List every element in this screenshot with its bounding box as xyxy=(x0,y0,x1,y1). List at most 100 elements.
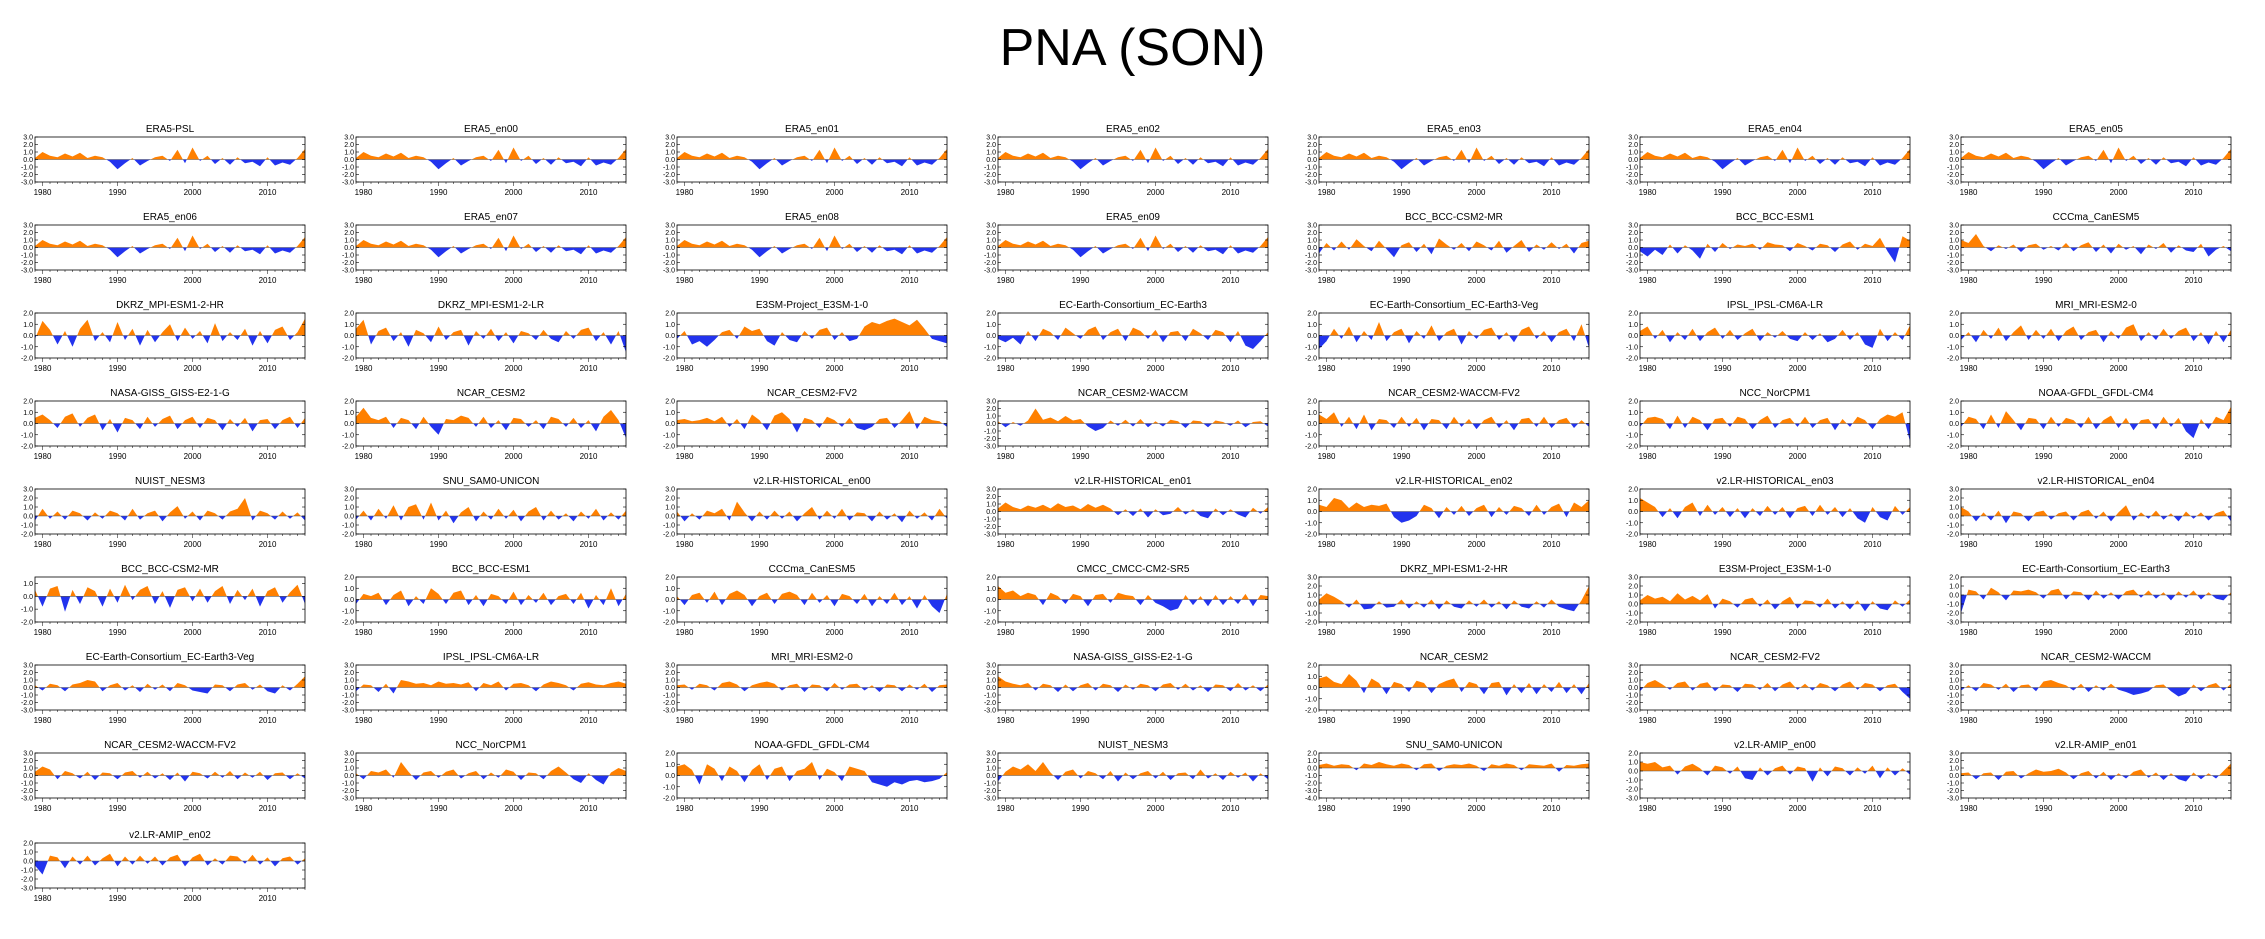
anomaly-area xyxy=(539,329,544,336)
anomaly-area xyxy=(619,423,626,439)
anomaly-area xyxy=(828,235,835,248)
anomaly-area xyxy=(224,247,230,253)
anomaly-area xyxy=(1991,335,1994,339)
panel-title: DKRZ_MPI-ESM1-2-LR xyxy=(438,300,544,311)
panel-title: DKRZ_MPI-ESM1-2-HR xyxy=(116,300,224,311)
anomaly-area xyxy=(2078,335,2081,340)
anomaly-area xyxy=(65,241,73,248)
anomaly-area xyxy=(521,159,524,161)
anomaly-area xyxy=(1125,155,1131,160)
anomaly-area xyxy=(1193,247,1199,253)
anomaly-area xyxy=(852,247,857,252)
y-tick-label: 0.0 xyxy=(1628,245,1638,252)
anomaly-area xyxy=(1519,157,1522,160)
anomaly-area xyxy=(1457,335,1462,345)
anomaly-area xyxy=(2138,335,2141,342)
anomaly-area xyxy=(1414,158,1417,160)
y-tick-label: -2.0 xyxy=(663,172,675,179)
anomaly-area xyxy=(1245,159,1253,165)
anomaly-area xyxy=(91,512,95,516)
anomaly-area xyxy=(1028,241,1036,248)
anomaly-area xyxy=(1341,335,1344,339)
anomaly-area xyxy=(1149,147,1156,160)
anomaly-area xyxy=(545,247,551,253)
anomaly-area xyxy=(102,423,107,431)
anomaly-area xyxy=(428,423,431,427)
anomaly-area xyxy=(1088,247,1094,252)
anomaly-area xyxy=(2148,332,2152,336)
anomaly-area xyxy=(1150,329,1156,336)
anomaly-area xyxy=(939,421,943,424)
anomaly-area xyxy=(408,243,416,248)
anomaly-area xyxy=(1319,152,1327,160)
anomaly-area xyxy=(2111,247,2116,254)
anomaly-area xyxy=(813,149,820,160)
anomaly-area xyxy=(927,516,932,521)
anomaly-area xyxy=(1155,329,1159,336)
anomaly-area xyxy=(2174,331,2179,336)
anomaly-area xyxy=(1902,335,1905,340)
anomaly-area xyxy=(453,158,455,160)
anomaly-area xyxy=(1767,332,1772,336)
x-tick-label: 1980 xyxy=(1960,188,1978,197)
anomaly-area xyxy=(1208,335,1212,340)
anomaly-area xyxy=(1521,240,1527,248)
y-tick-label: -3.0 xyxy=(342,268,354,275)
anomaly-area xyxy=(877,157,880,160)
anomaly-area xyxy=(1827,335,1835,343)
y-tick-label: 2.0 xyxy=(986,142,996,149)
anomaly-area xyxy=(1058,243,1066,248)
anomaly-area xyxy=(618,331,621,336)
anomaly-area xyxy=(2216,331,2219,336)
anomaly-area xyxy=(483,511,488,516)
y-tick-label: 2.0 xyxy=(23,142,33,149)
anomaly-area xyxy=(866,247,872,253)
anomaly-area xyxy=(1499,240,1504,248)
anomaly-area xyxy=(1073,159,1081,170)
anomaly-area xyxy=(1208,247,1216,252)
anomaly-area xyxy=(1155,235,1163,248)
anomaly-area xyxy=(2000,411,2006,424)
anomaly-area xyxy=(699,153,707,160)
anomaly-area xyxy=(882,247,887,252)
anomaly-area xyxy=(2153,247,2156,249)
anomaly-area xyxy=(822,510,827,516)
anomaly-area xyxy=(1503,420,1507,424)
anomaly-area xyxy=(2118,335,2121,339)
anomaly-area xyxy=(877,245,880,248)
anomaly-area xyxy=(812,507,818,516)
anomaly-area xyxy=(879,320,887,336)
anomaly-area xyxy=(1700,420,1703,424)
panel-title: BCC_BCC-ESM1 xyxy=(1736,212,1815,223)
anomaly-area xyxy=(1880,159,1888,166)
anomaly-area xyxy=(864,513,867,516)
anomaly-area xyxy=(1797,243,1805,248)
anomaly-area xyxy=(207,510,215,516)
anomaly-area xyxy=(1872,335,1878,348)
anomaly-area xyxy=(1389,423,1394,428)
anomaly-area xyxy=(2066,417,2074,424)
anomaly-area xyxy=(592,335,596,342)
y-tick-label: -1.0 xyxy=(1626,344,1638,351)
x-tick-label: 1980 xyxy=(676,452,694,461)
anomaly-area xyxy=(1772,423,1775,428)
anomaly-area xyxy=(2112,147,2119,160)
anomaly-area xyxy=(252,247,260,255)
anomaly-area xyxy=(1080,247,1088,258)
figure-title: PNA (SON) xyxy=(999,19,1266,77)
anomaly-area xyxy=(134,247,140,254)
anomaly-area xyxy=(1208,159,1216,164)
anomaly-area xyxy=(603,247,611,253)
anomaly-area xyxy=(752,516,757,522)
anomaly-area xyxy=(1757,247,1760,250)
anomaly-area xyxy=(2058,423,2062,427)
y-tick-label: -3.0 xyxy=(984,180,996,187)
anomaly-area xyxy=(551,247,557,253)
anomaly-area xyxy=(1339,423,1342,427)
anomaly-area xyxy=(747,414,752,424)
anomaly-area xyxy=(1775,244,1783,248)
x-tick-label: 2000 xyxy=(184,540,202,549)
anomaly-area xyxy=(1130,247,1133,249)
anomaly-area xyxy=(1902,412,1906,424)
